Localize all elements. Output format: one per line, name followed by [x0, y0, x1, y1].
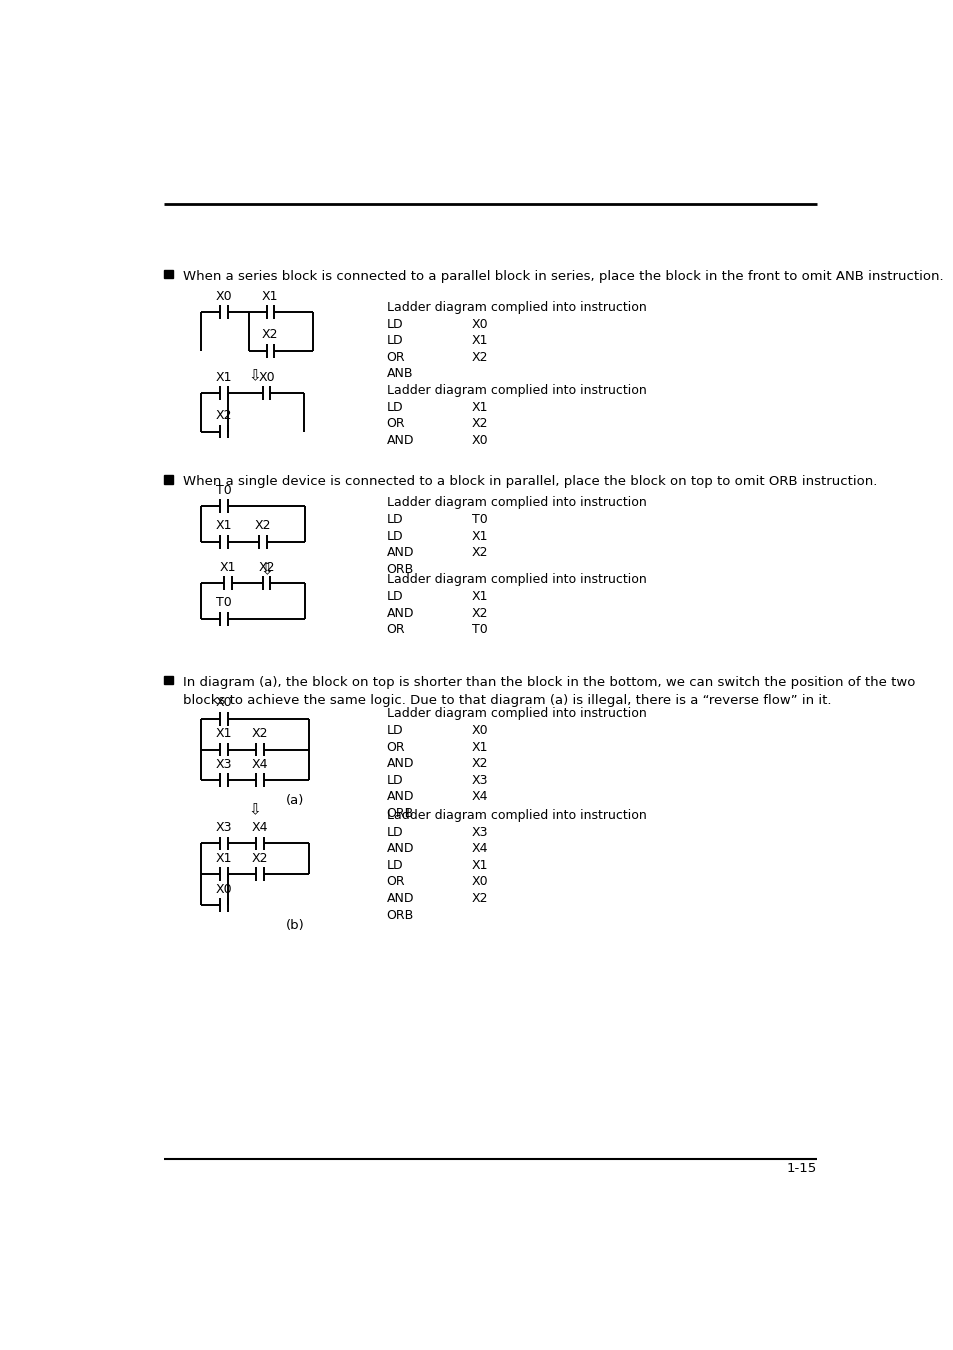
Text: X1: X1: [215, 371, 232, 383]
Text: Ladder diagram complied into instruction: Ladder diagram complied into instruction: [386, 497, 646, 509]
Text: X1: X1: [215, 728, 232, 740]
Text: X2: X2: [254, 520, 271, 532]
Text: T0: T0: [472, 513, 487, 526]
Text: X1: X1: [215, 852, 232, 865]
Text: X2: X2: [258, 562, 274, 574]
Text: X4: X4: [472, 842, 488, 856]
Text: X2: X2: [472, 351, 488, 363]
Text: X1: X1: [472, 529, 488, 543]
Text: Ladder diagram complied into instruction: Ladder diagram complied into instruction: [386, 301, 646, 313]
Text: Ladder diagram complied into instruction: Ladder diagram complied into instruction: [386, 707, 646, 720]
Text: X2: X2: [472, 547, 488, 559]
Text: 1-15: 1-15: [785, 1161, 816, 1174]
Bar: [164, 270, 172, 278]
Text: ⇩: ⇩: [248, 369, 261, 383]
Text: T0: T0: [215, 483, 232, 497]
Text: X0: X0: [472, 317, 488, 331]
Text: X1: X1: [215, 520, 232, 532]
Text: X2: X2: [472, 892, 488, 904]
Text: OR: OR: [386, 417, 405, 431]
Text: When a single device is connected to a block in parallel, place the block on top: When a single device is connected to a b…: [183, 475, 876, 489]
Text: AND: AND: [386, 433, 414, 447]
Text: AND: AND: [386, 790, 414, 803]
Text: LD: LD: [386, 317, 403, 331]
Text: X0: X0: [258, 371, 274, 383]
Text: ⇩: ⇩: [248, 803, 261, 818]
Text: LD: LD: [386, 724, 403, 737]
Text: X2: X2: [262, 328, 278, 342]
Text: X0: X0: [472, 433, 488, 447]
Text: X3: X3: [472, 774, 488, 787]
Text: LD: LD: [386, 333, 403, 347]
Text: X2: X2: [472, 757, 488, 771]
Text: AND: AND: [386, 892, 414, 904]
Text: X4: X4: [252, 821, 268, 834]
Text: X3: X3: [215, 821, 232, 834]
Text: LD: LD: [386, 826, 403, 838]
Text: OR: OR: [386, 741, 405, 753]
Text: Ladder diagram complied into instruction: Ladder diagram complied into instruction: [386, 574, 646, 586]
Text: ORB: ORB: [386, 909, 414, 922]
Text: AND: AND: [386, 842, 414, 856]
Text: In diagram (a), the block on top is shorter than the block in the bottom, we can: In diagram (a), the block on top is shor…: [183, 675, 914, 688]
Text: X3: X3: [472, 826, 488, 838]
Text: When a series block is connected to a parallel block in series, place the block : When a series block is connected to a pa…: [183, 270, 943, 282]
Text: X0: X0: [215, 883, 232, 896]
Text: blocks to achieve the same logic. Due to that diagram (a) is illegal, there is a: blocks to achieve the same logic. Due to…: [183, 694, 830, 707]
Text: X2: X2: [252, 728, 268, 740]
Text: LD: LD: [386, 774, 403, 787]
Text: X2: X2: [252, 852, 268, 865]
Text: LD: LD: [386, 513, 403, 526]
Text: X1: X1: [472, 333, 488, 347]
Text: OR: OR: [386, 875, 405, 888]
Text: ORB: ORB: [386, 563, 414, 576]
Text: (b): (b): [286, 919, 304, 931]
Text: X1: X1: [472, 859, 488, 872]
Text: T0: T0: [215, 597, 232, 609]
Text: X0: X0: [472, 724, 488, 737]
Text: X2: X2: [472, 417, 488, 431]
Text: LD: LD: [386, 859, 403, 872]
Bar: [164, 675, 172, 684]
Text: X1: X1: [262, 290, 278, 302]
Text: (a): (a): [286, 794, 304, 807]
Text: X0: X0: [472, 875, 488, 888]
Text: X0: X0: [215, 697, 232, 710]
Text: X1: X1: [472, 401, 488, 413]
Text: X1: X1: [219, 562, 235, 574]
Text: X1: X1: [472, 741, 488, 753]
Bar: [164, 475, 172, 483]
Text: X1: X1: [472, 590, 488, 603]
Text: OR: OR: [386, 351, 405, 363]
Text: ⇩: ⇩: [260, 563, 273, 578]
Text: X3: X3: [215, 759, 232, 771]
Text: LD: LD: [386, 401, 403, 413]
Text: X2: X2: [472, 606, 488, 620]
Text: LD: LD: [386, 590, 403, 603]
Text: X4: X4: [472, 790, 488, 803]
Text: ORB: ORB: [386, 807, 414, 819]
Text: AND: AND: [386, 757, 414, 771]
Text: X4: X4: [252, 759, 268, 771]
Text: OR: OR: [386, 624, 405, 636]
Text: ANB: ANB: [386, 367, 413, 381]
Text: AND: AND: [386, 547, 414, 559]
Text: X0: X0: [215, 290, 232, 302]
Text: Ladder diagram complied into instruction: Ladder diagram complied into instruction: [386, 383, 646, 397]
Text: LD: LD: [386, 529, 403, 543]
Text: T0: T0: [472, 624, 487, 636]
Text: AND: AND: [386, 606, 414, 620]
Text: Ladder diagram complied into instruction: Ladder diagram complied into instruction: [386, 809, 646, 822]
Text: X2: X2: [215, 409, 232, 423]
